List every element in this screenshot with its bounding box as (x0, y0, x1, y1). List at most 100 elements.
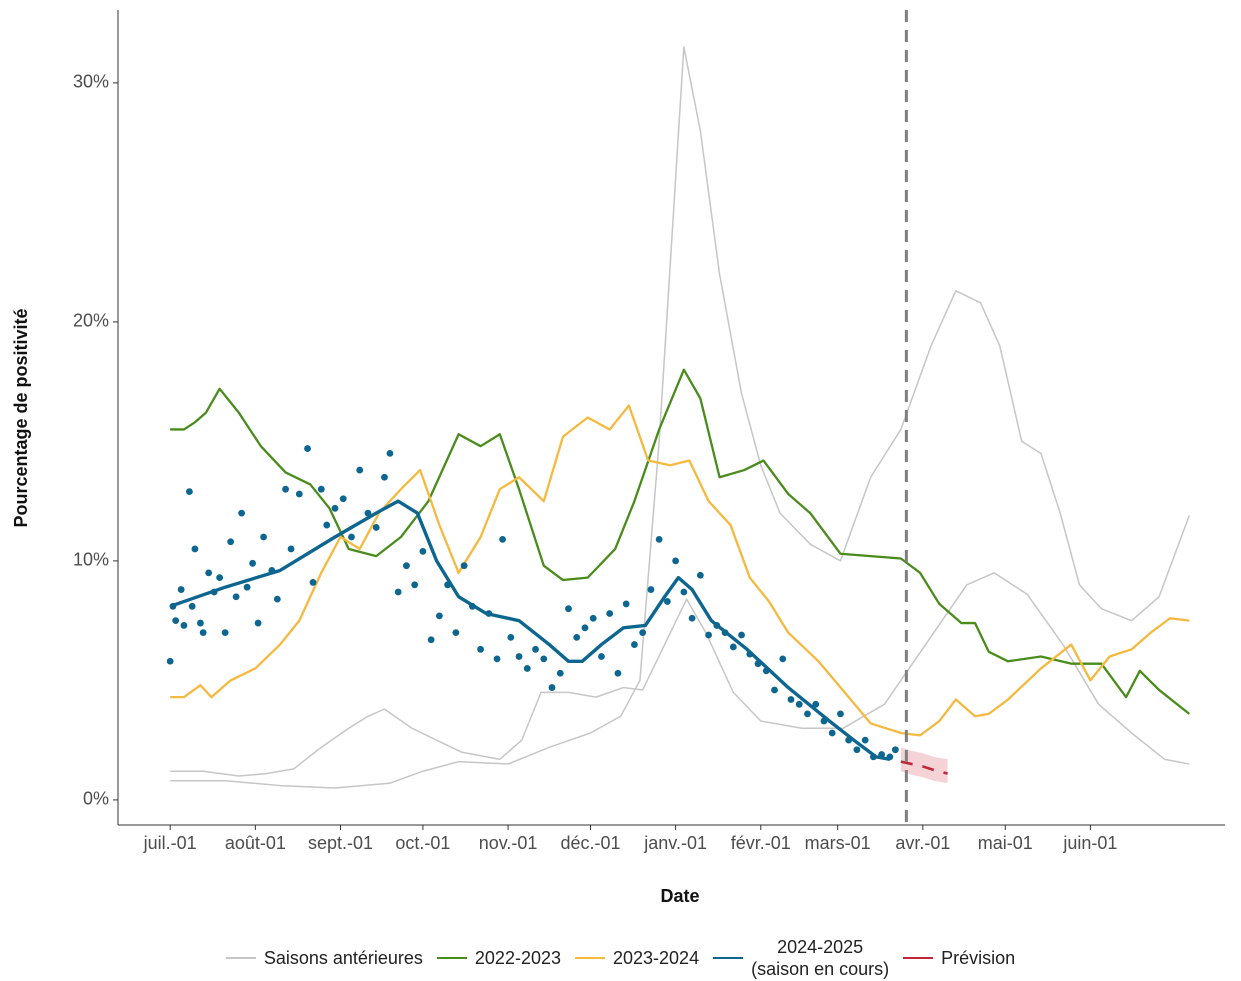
data-point (435, 612, 443, 620)
data-point (688, 614, 696, 622)
y-tick-label: 20% (73, 311, 109, 331)
y-tick-label: 10% (73, 550, 109, 570)
data-point (606, 610, 614, 617)
data-point (853, 746, 861, 754)
series-line (169, 499, 891, 761)
data-point (177, 586, 185, 593)
data-point (499, 535, 506, 543)
x-tick-label: janv.-01 (643, 833, 707, 853)
data-point (232, 593, 240, 601)
legend-label: Prévision (941, 948, 1016, 968)
data-point (273, 595, 281, 603)
data-point (238, 509, 246, 517)
series-line (900, 760, 948, 775)
data-point (861, 736, 869, 744)
data-point (795, 700, 803, 708)
data-point (188, 602, 196, 610)
chart: Date Pourcentage de positivité 0% 10% 20% 3… (11, 10, 1225, 906)
series-line (170, 404, 1190, 737)
data-point (655, 535, 663, 543)
data-point (828, 729, 836, 737)
data-point (696, 571, 704, 579)
forecast-band (900, 747, 948, 784)
data-point (680, 588, 688, 596)
data-point (323, 521, 331, 529)
data-point (477, 645, 484, 653)
data-point (372, 524, 380, 531)
data-point (356, 466, 364, 474)
y-tick-label: 0% (83, 789, 109, 809)
series-line (170, 46, 1190, 789)
data-point (295, 490, 303, 498)
series-line (170, 368, 1191, 715)
x-tick-label: mai-01 (978, 833, 1033, 853)
legend-item: Saisons antérieures (225, 947, 423, 969)
data-point (540, 655, 548, 663)
data-point (216, 574, 224, 582)
y-axis-title: Pourcentage de positivité (11, 308, 31, 527)
data-point (317, 485, 325, 493)
series-line (170, 572, 1190, 777)
data-point (254, 619, 262, 627)
x-tick-label: juil.-01 (143, 833, 197, 853)
x-tick-label: févr.-01 (731, 833, 791, 853)
data-point (729, 643, 737, 651)
data-point (386, 449, 394, 457)
data-point (172, 617, 180, 625)
data-point (515, 653, 523, 660)
data-point (304, 445, 311, 452)
data-point (427, 636, 435, 644)
data-point (663, 598, 671, 605)
x-tick-label: juin-01 (1062, 833, 1117, 853)
legend-item: 2023-2024 (575, 947, 699, 969)
data-point (771, 686, 778, 694)
data-point (565, 605, 572, 613)
data-point (221, 629, 229, 637)
x-tick-label: mars-01 (805, 833, 871, 853)
x-tick-label: sept.-01 (308, 833, 373, 853)
legend-label: 2024-2025 (saison en cours) (751, 937, 890, 979)
legend-label: 2023-2024 (613, 948, 700, 968)
data-point (180, 622, 188, 629)
data-point (532, 645, 539, 653)
data-point (339, 495, 347, 503)
x-tick-label: août-01 (225, 833, 286, 853)
legend-key (575, 957, 605, 959)
data-point (205, 569, 213, 577)
data-point (403, 562, 410, 570)
data-point (260, 533, 267, 541)
legend-label: 2022-2023 (474, 948, 561, 968)
data-point (249, 559, 256, 567)
data-point (309, 579, 317, 586)
data-point (738, 631, 745, 639)
data-point (227, 538, 235, 546)
data-point (837, 710, 844, 718)
x-tick-label: nov.-01 (479, 833, 538, 853)
data-point (523, 665, 531, 672)
data-point (411, 581, 419, 589)
data-point (556, 669, 564, 677)
data-point (331, 504, 339, 512)
x-axis-title: Date (660, 886, 699, 906)
x-tick-label: déc.-01 (560, 833, 620, 853)
data-point (287, 545, 295, 553)
data-point (460, 562, 468, 570)
data-point (573, 633, 581, 641)
legend-item: Prévision (903, 947, 1015, 969)
data-point (812, 700, 820, 708)
x-tick-label: avr.-01 (895, 833, 950, 853)
data-point (394, 588, 402, 596)
data-point (419, 547, 427, 555)
data-point (348, 533, 355, 541)
x-tick-label: oct.-01 (395, 833, 450, 853)
data-point (191, 545, 199, 553)
legend-item: 2022-2023 (436, 947, 561, 969)
data-point (622, 600, 630, 608)
legend-key (903, 957, 934, 959)
data-point (589, 614, 597, 622)
y-tick-label: 30% (73, 72, 109, 92)
legend: Saisons antérieures 2022-2023 2023-2024 202… (0, 936, 1241, 980)
data-point (282, 485, 289, 493)
data-point (891, 746, 899, 754)
